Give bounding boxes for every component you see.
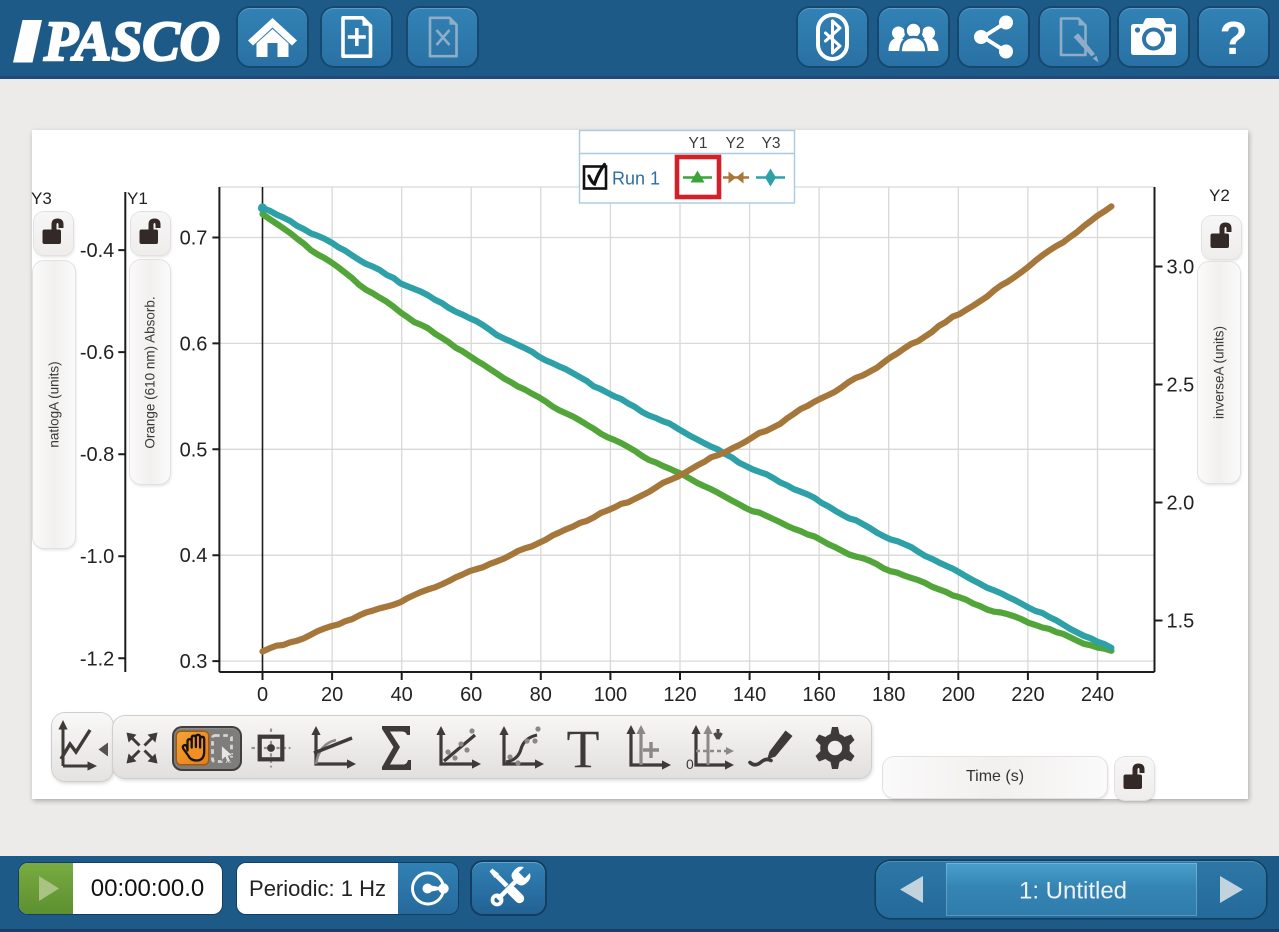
svg-text:180: 180 (872, 684, 905, 706)
svg-text:0.7: 0.7 (180, 228, 208, 250)
svg-text:0.3: 0.3 (180, 651, 208, 673)
svg-text:40: 40 (391, 684, 413, 706)
svg-text:140: 140 (733, 684, 766, 706)
svg-text:80: 80 (530, 684, 552, 706)
svg-text:-1.2: -1.2 (80, 648, 114, 670)
svg-text:1: Untitled: 1: Untitled (1019, 878, 1127, 905)
svg-text:-0.8: -0.8 (80, 444, 114, 466)
svg-text:2.5: 2.5 (1167, 375, 1195, 397)
svg-text:Y1: Y1 (689, 135, 708, 152)
svg-text:3.0: 3.0 (1167, 257, 1195, 279)
svg-text:0: 0 (686, 756, 694, 772)
svg-text:Y3: Y3 (762, 135, 781, 152)
svg-text:200: 200 (942, 684, 975, 706)
svg-text:-0.6: -0.6 (80, 342, 114, 364)
svg-text:PASCO: PASCO (43, 11, 220, 73)
svg-text:120: 120 (663, 684, 696, 706)
svg-text:-0.4: -0.4 (80, 240, 114, 262)
svg-text:0.5: 0.5 (180, 439, 208, 461)
svg-text:160: 160 (802, 684, 835, 706)
svg-text:240: 240 (1081, 684, 1114, 706)
svg-text:60: 60 (460, 684, 482, 706)
svg-text:20: 20 (321, 684, 343, 706)
svg-text:-1.0: -1.0 (80, 546, 114, 568)
svg-text:Run 1: Run 1 (612, 169, 660, 189)
svg-text:1.5: 1.5 (1167, 611, 1195, 633)
svg-text:0.4: 0.4 (180, 545, 208, 567)
svg-text:Y2: Y2 (726, 135, 745, 152)
svg-text:220: 220 (1011, 684, 1044, 706)
svg-text:2.0: 2.0 (1167, 493, 1195, 515)
svg-text:0: 0 (257, 684, 268, 706)
svg-text:?: ? (1219, 12, 1247, 64)
svg-text:100: 100 (594, 684, 627, 706)
svg-text:0.6: 0.6 (180, 333, 208, 355)
